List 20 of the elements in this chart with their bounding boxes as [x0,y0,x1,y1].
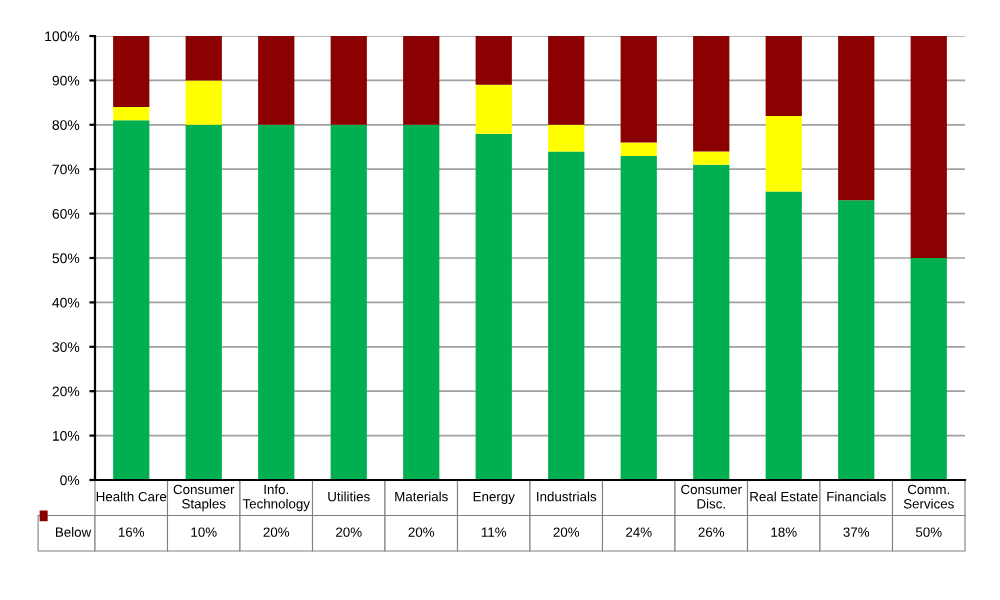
bar [765,115,802,192]
bar [765,36,802,116]
bar [620,142,657,156]
bar [548,36,585,125]
bar [693,151,730,165]
bar [910,36,947,258]
bar [838,36,875,201]
bar [403,36,440,125]
bar [258,36,295,125]
bar [185,80,222,125]
bar [475,84,512,134]
bar [113,36,150,108]
bar [548,124,585,152]
bar [620,36,657,143]
bar [693,36,730,152]
bar [113,107,150,121]
bar [185,36,222,81]
bar [258,124,295,480]
bar [475,36,512,85]
bar [330,36,367,125]
